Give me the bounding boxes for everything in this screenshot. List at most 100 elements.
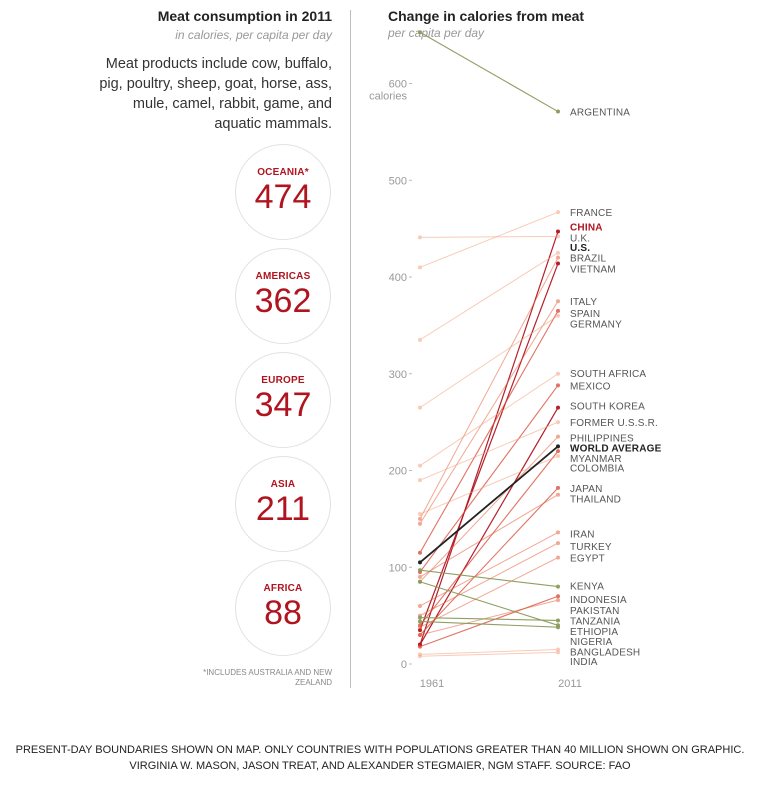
- series-point-2011: [556, 647, 560, 652]
- region-value: 88: [264, 594, 302, 632]
- series-segment: [419, 648, 559, 655]
- country-label: GERMANY: [570, 319, 622, 330]
- country-label: TURKEY: [570, 542, 612, 553]
- y-unit-label: calories: [369, 91, 407, 103]
- series-point-1961: [418, 512, 422, 517]
- series-point-1961: [418, 550, 422, 555]
- series-point-1961: [418, 30, 422, 35]
- series-point-2011: [556, 234, 560, 239]
- country-label: ARGENTINA: [570, 108, 630, 119]
- series-segment: [419, 595, 559, 648]
- series-segment: [419, 373, 559, 467]
- y-tick-label: 400: [389, 272, 407, 284]
- series-line-thailand: [418, 492, 560, 579]
- region-name: AMERICAS: [255, 271, 311, 282]
- y-tick-label: 100: [389, 562, 407, 574]
- source-note: PRESENT-DAY BOUNDARIES SHOWN ON MAP. ONL…: [15, 744, 745, 772]
- series-line-pakistan: [418, 598, 560, 637]
- series-segment: [419, 231, 559, 645]
- series-line-myanmar: [418, 449, 560, 628]
- series-line-egypt: [418, 555, 560, 630]
- country-label: IRAN: [570, 529, 595, 540]
- country-label: TANZANIA: [570, 616, 620, 627]
- region-circle-asia: ASIA 211: [235, 456, 331, 552]
- region-circle-americas: AMERICAS 362: [235, 248, 331, 344]
- country-label: NIGERIA: [570, 637, 613, 648]
- region-value: 347: [254, 386, 312, 424]
- series-point-2011: [556, 530, 560, 535]
- series-segment: [419, 581, 559, 626]
- series-point-2011: [556, 383, 560, 388]
- series-segment: [419, 487, 559, 636]
- region-circle-africa: AFRICA 88: [235, 560, 331, 656]
- series-segment: [419, 252, 559, 341]
- country-label: INDONESIA: [570, 595, 627, 606]
- series-point-1961: [418, 478, 422, 483]
- country-label: VIETNAM: [570, 264, 616, 275]
- series-point-1961: [418, 579, 422, 584]
- summary-panel: Meat consumption in 2011 in calories, pe…: [0, 0, 340, 700]
- country-label: KENYA: [570, 582, 604, 593]
- series-point-2011: [556, 618, 560, 623]
- y-tick-label: 600: [389, 79, 407, 91]
- region-value: 474: [254, 178, 312, 216]
- series-line-u-k-: [418, 234, 560, 240]
- series-segment: [419, 263, 559, 631]
- series-point-2011: [556, 555, 560, 560]
- series-line-france: [418, 210, 560, 270]
- series-segment: [419, 315, 559, 409]
- series-segment: [419, 257, 559, 520]
- x-tick-label: 2011: [558, 678, 582, 690]
- series-line-kenya: [418, 568, 560, 589]
- series-point-1961: [418, 632, 422, 637]
- series-point-2011: [556, 594, 560, 599]
- country-label: FRANCE: [570, 208, 612, 219]
- series-line-nigeria: [418, 619, 560, 630]
- chart-subtitle: per capita per day: [388, 26, 485, 40]
- panel-divider: [350, 10, 351, 688]
- summary-subtitle: in calories, per capita per day: [175, 28, 332, 42]
- country-label: MEXICO: [570, 381, 611, 392]
- series-point-2011: [556, 250, 560, 255]
- series-point-1961: [418, 521, 422, 526]
- country-label: WORLD AVERAGE: [570, 443, 662, 454]
- series-point-2011: [556, 261, 560, 266]
- series-point-2011: [556, 299, 560, 304]
- series-line-south-korea: [418, 405, 560, 647]
- series-point-1961: [418, 644, 422, 649]
- series-point-2011: [556, 449, 560, 454]
- series-segment: [419, 310, 559, 554]
- y-tick-label: 200: [389, 466, 407, 478]
- country-label: INDIA: [570, 657, 598, 668]
- series-point-2011: [556, 625, 560, 630]
- series-segment: [419, 569, 559, 588]
- series-point-1961: [418, 337, 422, 342]
- series-segment: [419, 31, 559, 113]
- series-segment: [419, 620, 559, 628]
- region-circle-europe: EUROPE 347: [235, 352, 331, 448]
- series-line-u-s-: [418, 250, 560, 342]
- country-label: EGYPT: [570, 554, 605, 565]
- y-tick-label: 0: [401, 659, 407, 671]
- series-segment: [419, 211, 559, 268]
- series-point-2011: [556, 210, 560, 215]
- series-point-1961: [418, 235, 422, 240]
- series-segment: [419, 557, 559, 628]
- series-line-south-africa: [418, 371, 560, 468]
- series-line-germany: [418, 313, 560, 410]
- series-point-2011: [556, 109, 560, 114]
- region-value: 211: [255, 490, 311, 528]
- summary-title: Meat consumption in 2011: [157, 8, 332, 24]
- series-point-1961: [418, 568, 422, 573]
- series-point-1961: [418, 463, 422, 468]
- series-segment: [419, 385, 559, 573]
- series-line-argentina: [418, 30, 560, 114]
- series-point-2011: [556, 229, 560, 234]
- y-tick-label: 500: [389, 175, 407, 187]
- region-name: EUROPE: [261, 375, 305, 386]
- country-label: ITALY: [570, 297, 597, 308]
- series-line-vietnam: [418, 261, 560, 633]
- x-tick-label: 1961: [420, 678, 444, 690]
- region-name: AFRICA: [263, 583, 303, 594]
